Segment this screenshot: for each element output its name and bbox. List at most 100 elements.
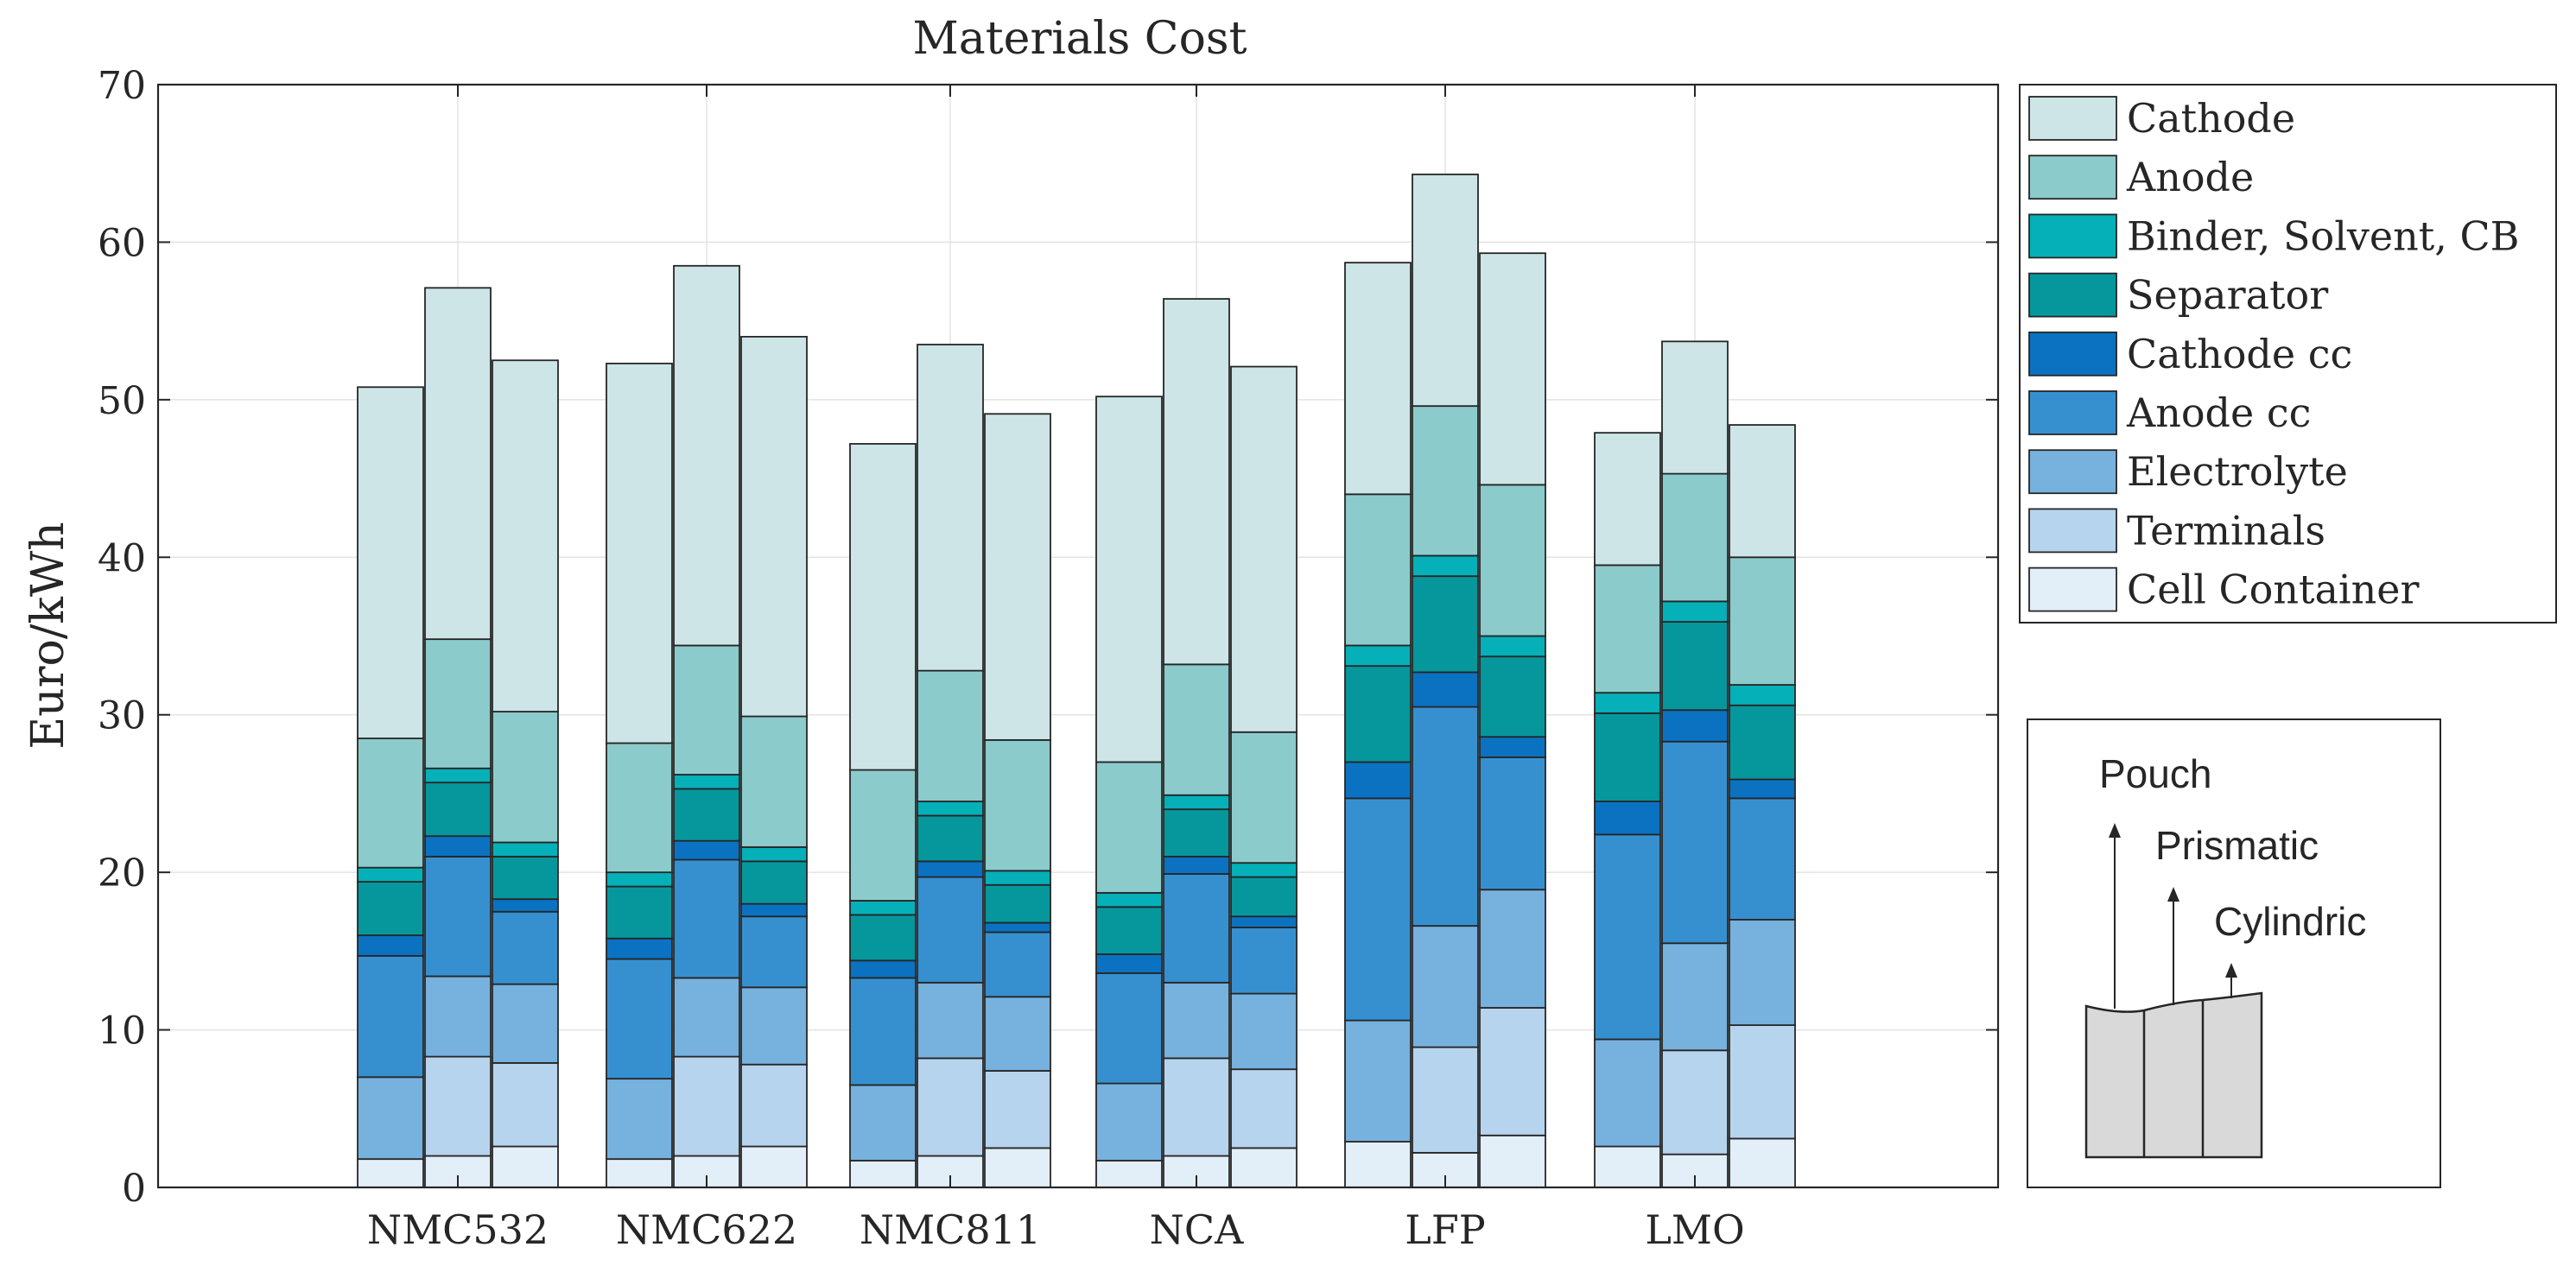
bar-segment	[673, 774, 740, 790]
legend-swatch	[2028, 449, 2117, 495]
legend-label: Cathode cc	[2127, 331, 2352, 377]
bar-segment	[984, 870, 1051, 886]
bar-segment	[849, 977, 917, 1086]
bars-layer	[357, 174, 1796, 1188]
prismatic-label: Prismatic	[2155, 823, 2319, 868]
bar-segment	[357, 1076, 424, 1161]
bar-segment	[673, 264, 740, 647]
bar-segment	[1230, 365, 1298, 733]
bar-segment	[606, 885, 673, 940]
legend-label: Electrolyte	[2127, 448, 2348, 495]
bar-segment	[1661, 942, 1729, 1052]
legend-label: Cathode	[2127, 95, 2295, 142]
bar-segment	[492, 1061, 559, 1148]
bar-segment	[1729, 1137, 1796, 1188]
bar-segment	[357, 881, 424, 937]
legend-swatch	[2028, 331, 2117, 377]
bar-segment	[849, 1160, 917, 1188]
bar-segment	[1479, 889, 1546, 1009]
bar-segment	[1594, 564, 1661, 694]
bar-segment	[1661, 340, 1729, 475]
bar-segment	[849, 900, 917, 916]
y-tick-label: 40	[98, 536, 146, 580]
bar-segment	[424, 856, 492, 978]
bar-segment	[984, 1070, 1051, 1149]
cylindric-label: Cylindric	[2214, 899, 2366, 944]
bar-segment	[740, 986, 808, 1066]
x-tick-label: NMC622	[616, 1206, 797, 1253]
bar-segment	[984, 1147, 1051, 1188]
y-axis-ticks: 0 10 20 30 40 50 60 70	[98, 64, 1998, 1211]
bar-segment	[492, 711, 559, 844]
bar-segment	[606, 362, 673, 744]
bar-segment	[1163, 794, 1230, 811]
legend-label: Terminals	[2127, 507, 2325, 554]
legend-label: Separator	[2127, 272, 2328, 319]
prismatic-arrowhead	[2167, 887, 2179, 902]
bar-segment	[1594, 833, 1661, 1041]
bar-segment	[492, 910, 559, 985]
bar-segment	[1479, 484, 1546, 637]
bar-segment	[1661, 709, 1729, 743]
cell-format-inset: Pouch Prismatic Cylindric	[2027, 718, 2441, 1188]
legend-swatch	[2028, 96, 2117, 141]
bar-segment	[1230, 1068, 1298, 1149]
bar-segment	[424, 835, 492, 858]
bar-segment	[984, 883, 1051, 924]
bar-segment	[492, 856, 559, 901]
bar-segment	[673, 858, 740, 979]
bar-segment	[849, 443, 917, 771]
bar-segment	[1412, 174, 1479, 408]
bar-segment	[1479, 736, 1546, 758]
bar-segment	[984, 921, 1051, 934]
bar-segment	[1661, 1049, 1729, 1155]
bar-segment	[673, 644, 740, 775]
y-tick-label: 10	[98, 1010, 146, 1054]
bar-segment	[1230, 915, 1298, 928]
bar-segment	[606, 1078, 673, 1161]
bar-segment	[1163, 873, 1230, 984]
bar-segment	[424, 1055, 492, 1157]
bar-segment	[606, 1158, 673, 1188]
bar-segment	[740, 915, 808, 989]
legend-label: Anode cc	[2126, 389, 2311, 436]
x-tick-label: NCA	[1150, 1206, 1244, 1253]
bar-segment	[1344, 493, 1412, 647]
legend: Cathode Anode Binder, Solvent, CB Separator…	[2019, 84, 2557, 624]
bar-segment	[1479, 756, 1546, 891]
bar-segment	[1412, 925, 1479, 1048]
bar-segment	[984, 739, 1051, 872]
bar-segment	[1412, 554, 1479, 578]
bar-segment	[1412, 706, 1479, 927]
bar-segment	[1095, 1160, 1163, 1188]
legend-label: Binder, Solvent, CB	[2127, 212, 2519, 259]
bar-segment	[740, 715, 808, 848]
bar-segment	[917, 876, 984, 984]
bar-segment	[849, 1084, 917, 1162]
bar-segment	[740, 860, 808, 905]
x-tick-label: LFP	[1405, 1206, 1485, 1253]
bar-segment	[917, 801, 984, 817]
bar-segment	[917, 1057, 984, 1157]
bar-segment	[1230, 1147, 1298, 1188]
bar-segment	[1163, 1057, 1230, 1157]
bar-segment	[740, 1063, 808, 1148]
x-tick-label: NMC532	[367, 1206, 549, 1253]
bar-segment	[1344, 665, 1412, 763]
bar-segment	[1729, 556, 1796, 686]
legend-swatch	[2028, 155, 2117, 200]
bar-segment	[1594, 692, 1661, 714]
bar-segment	[357, 1158, 424, 1188]
bar-segment	[1479, 1134, 1546, 1188]
bar-segment	[1729, 1024, 1796, 1140]
y-tick-label: 60	[98, 221, 146, 265]
bar-segment	[492, 898, 559, 913]
bar-segment	[1661, 621, 1729, 712]
bar-segment	[1095, 891, 1163, 908]
bar-segment	[1230, 927, 1298, 995]
y-tick-label: 30	[98, 694, 146, 738]
bar-segment	[917, 669, 984, 802]
bar-segment	[606, 958, 673, 1080]
y-tick-label: 50	[98, 379, 146, 423]
legend-label: Cell Container	[2127, 567, 2419, 613]
